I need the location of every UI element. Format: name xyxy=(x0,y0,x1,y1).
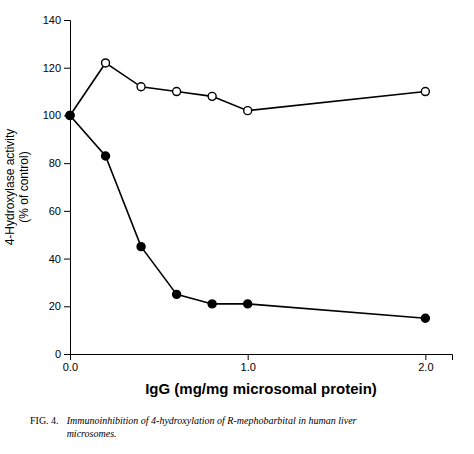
point xyxy=(66,111,74,119)
tick-mark xyxy=(64,306,70,307)
y-axis-title-line: 4-Hydroxylase activity xyxy=(3,129,17,246)
tick-label: 140 xyxy=(43,14,61,26)
caption: Immunoinhibition of 4-hydroxylation of R… xyxy=(66,415,357,439)
tick-mark xyxy=(425,354,426,360)
point xyxy=(102,59,110,67)
plot: 0.0 1.0 2.0 0 20 40 60 80 100 120 140 IgG (mg/mg mi… xyxy=(3,14,453,397)
tick-label: 0 xyxy=(55,348,61,360)
tick: 40 xyxy=(49,253,70,265)
tick: 0.0 xyxy=(63,354,78,373)
tick-mark xyxy=(64,259,70,260)
point xyxy=(208,300,216,308)
point xyxy=(421,314,429,322)
tick: 80 xyxy=(49,157,70,169)
point xyxy=(137,243,145,251)
tick: 60 xyxy=(49,205,70,217)
tick: 20 xyxy=(49,300,70,312)
tick: 120 xyxy=(43,62,70,74)
y-axis-title: 4-Hydroxylase activity(% of control) xyxy=(3,129,31,246)
point xyxy=(421,88,429,96)
tick-mark xyxy=(64,211,70,212)
tick-label: 1.0 xyxy=(241,361,256,373)
x-axis: 0.0 1.0 2.0 xyxy=(63,354,453,373)
tick-label: 2.0 xyxy=(418,361,433,373)
point xyxy=(208,92,216,100)
tick-label: 100 xyxy=(43,109,61,121)
lines xyxy=(70,63,425,318)
point xyxy=(66,111,74,119)
point xyxy=(102,152,110,160)
tick-label: 80 xyxy=(49,157,61,169)
points xyxy=(66,59,429,322)
tick-label: 0.0 xyxy=(63,361,78,373)
caption-prefix: FIG. 4. xyxy=(30,415,59,426)
tick-mark xyxy=(64,68,70,69)
y-axis-title-line: (% of control) xyxy=(17,151,31,222)
tick-label: 40 xyxy=(49,253,61,265)
point xyxy=(244,107,252,115)
axis-line xyxy=(64,21,71,355)
caption-line: Immunoinhibition of 4-hydroxylation of R… xyxy=(66,415,357,426)
tick: 2.0 xyxy=(418,354,433,373)
tick: 1.0 xyxy=(241,354,256,373)
x-axis-title: IgG (mg/mg microsomal protein) xyxy=(145,380,377,397)
tick-mark xyxy=(64,20,70,21)
point xyxy=(173,88,181,96)
caption-line: microsomes. xyxy=(67,428,117,439)
tick-mark xyxy=(64,354,70,355)
point xyxy=(173,290,181,298)
tick: 0 xyxy=(55,348,70,360)
point xyxy=(137,83,145,91)
y-axis: 0 20 40 60 80 100 120 140 xyxy=(43,14,71,360)
tick-label: 20 xyxy=(49,300,61,312)
tick-mark xyxy=(64,163,70,164)
tick: 140 xyxy=(43,14,70,26)
chart: 0.0 1.0 2.0 0 20 40 60 80 100 120 140 IgG (mg/mg mi… xyxy=(0,0,474,454)
point xyxy=(244,300,252,308)
series-line xyxy=(70,115,425,318)
tick-label: 120 xyxy=(43,62,61,74)
tick-mark xyxy=(248,354,249,360)
tick-label: 60 xyxy=(49,205,61,217)
axis-line xyxy=(71,355,453,361)
series-line xyxy=(70,63,425,115)
